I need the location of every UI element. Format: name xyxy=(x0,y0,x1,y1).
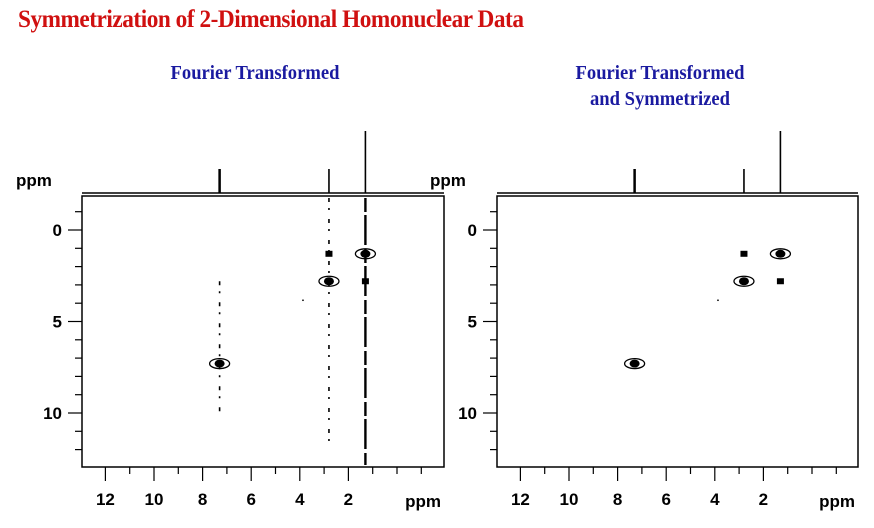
left-panel: 0 5 10 12 10 8 6 4 2 ppm ppm xyxy=(16,131,445,511)
x-tick-label: 6 xyxy=(661,490,670,509)
y-tick-label: 0 xyxy=(53,221,62,240)
page-title: Symmetrization of 2-Dimensional Homonucl… xyxy=(18,6,524,33)
x-tick-label: 8 xyxy=(613,490,622,509)
cross-peak xyxy=(361,278,369,285)
diagonal-peak xyxy=(323,277,334,286)
y-tick-label: 10 xyxy=(43,404,62,423)
diagonal-peak-contour xyxy=(623,357,646,370)
x-tick-label: 10 xyxy=(145,490,164,509)
x-axis-label: ppm xyxy=(819,492,855,511)
subtitle-line: Fourier Transformed xyxy=(575,62,745,84)
diagonal-peak-contour xyxy=(318,275,340,287)
cross-peak xyxy=(740,250,748,257)
diagonal-peak xyxy=(738,277,749,286)
x-tick-label: 10 xyxy=(560,490,579,509)
diagonal-peak-contour xyxy=(354,248,377,260)
y-tick-label: 5 xyxy=(53,313,62,332)
x-tick-label: 4 xyxy=(710,490,720,509)
diagonal-peak xyxy=(214,359,225,368)
right-panel: 0 5 10 12 10 8 6 4 2 ppm ppm xyxy=(430,131,859,511)
diagonal-peak-contour xyxy=(208,357,231,370)
x-tick-label: 12 xyxy=(511,490,530,509)
y-tick-label: 0 xyxy=(468,221,477,240)
x-tick-label: 6 xyxy=(246,490,255,509)
x-tick-label: 8 xyxy=(198,490,207,509)
diagonal-peak-contour xyxy=(733,275,755,287)
right-panel-subtitle: Fourier Transformed and Symmetrized xyxy=(511,60,809,112)
cross-peak xyxy=(325,250,333,257)
left-panel-subtitle: Fourier Transformed xyxy=(111,60,399,86)
artifact-dot xyxy=(302,299,304,302)
y-tick-label: 5 xyxy=(468,313,477,332)
subtitle-line: and Symmetrized xyxy=(589,88,730,110)
y-tick-label: 10 xyxy=(458,404,477,423)
plot-frame xyxy=(496,195,859,468)
artifact-dot xyxy=(717,299,719,302)
diagonal-peak-contour xyxy=(769,248,792,260)
y-axis-label: ppm xyxy=(16,171,52,190)
subtitle-line: Fourier Transformed xyxy=(170,62,340,84)
diagonal-peak xyxy=(360,249,371,258)
x-tick-label: 4 xyxy=(295,490,305,509)
x-tick-label: 12 xyxy=(96,490,115,509)
cross-peak xyxy=(776,278,784,285)
x-axis-label: ppm xyxy=(405,492,441,511)
y-axis-label: ppm xyxy=(430,171,466,190)
x-tick-label: 2 xyxy=(759,490,768,509)
diagonal-peak xyxy=(629,359,640,368)
x-tick-label: 2 xyxy=(344,490,353,509)
plot-frame xyxy=(81,195,445,468)
diagonal-peak xyxy=(775,249,786,258)
